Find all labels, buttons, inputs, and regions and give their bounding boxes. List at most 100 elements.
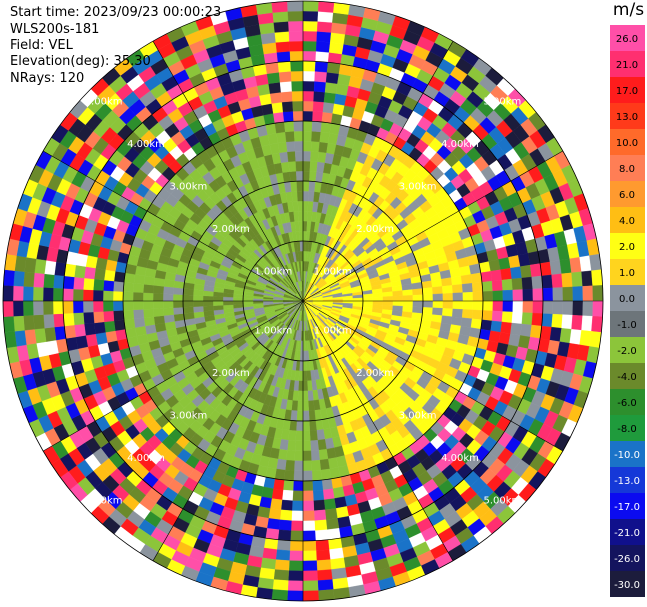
gate-cell — [551, 273, 563, 289]
gate-cell — [275, 549, 291, 561]
gate-cell — [52, 287, 64, 302]
gate-cell — [319, 458, 330, 471]
gate-cell — [472, 300, 484, 311]
gate-cell — [302, 330, 306, 342]
gate-cell — [572, 286, 584, 302]
gate-cell — [202, 295, 214, 302]
gate-cell — [252, 300, 264, 304]
gate-cell — [318, 589, 335, 601]
gate-cell — [313, 91, 326, 103]
gate-cell — [302, 360, 307, 372]
gate-cell — [273, 111, 285, 124]
colorbar: 26.0 21.0 17.0 13.0 10.0 8.0 6.0 4.0 2.0 1.0 0.0 -1… — [610, 25, 645, 597]
gate-cell — [293, 120, 304, 132]
gate-cell — [302, 490, 314, 502]
gate-cell — [277, 141, 288, 153]
gate-cell — [292, 490, 304, 502]
gate-cell — [273, 478, 285, 491]
gate-cell — [561, 314, 573, 330]
gate-cell — [460, 274, 473, 285]
gate-cell — [481, 280, 493, 292]
gate-cell — [422, 294, 434, 302]
gate-cell — [592, 285, 604, 302]
gate-cell — [162, 293, 174, 302]
range-label: 5.00km — [85, 97, 123, 108]
gate-cell — [44, 326, 57, 342]
ppi-plot: 1.00km 1.00km 1.00km 1.00km 2.00km 2.00km 2.00… — [2, 0, 604, 602]
gate-cell — [462, 291, 474, 302]
gate-cell — [280, 161, 290, 173]
gate-cell — [276, 51, 291, 63]
gate-cell — [93, 311, 105, 324]
gate-cell — [262, 547, 278, 560]
gate-cell — [471, 282, 483, 293]
gate-cell — [113, 310, 125, 322]
gate-cell — [33, 272, 45, 288]
gate-cell — [102, 290, 114, 302]
gate-cell — [284, 469, 295, 481]
gate-cell — [481, 310, 493, 322]
gate-cell — [298, 220, 304, 232]
gate-cell — [103, 310, 115, 323]
gate-cell — [308, 181, 316, 192]
gate-cell — [302, 480, 314, 492]
gate-cell — [581, 270, 593, 287]
gate-cell — [262, 300, 274, 304]
gate-cell — [282, 479, 294, 491]
nrays-label: NRays: 120 — [10, 71, 85, 86]
azimuth-line — [43, 300, 304, 452]
gate-cell — [182, 294, 194, 302]
gate-cell — [92, 300, 104, 313]
gate-cell — [84, 322, 96, 336]
gate-cell — [402, 289, 413, 296]
gate-cell — [319, 131, 330, 144]
gate-cell — [316, 429, 326, 441]
colorbar-unit: m/s — [612, 0, 645, 20]
gate-cell — [134, 325, 147, 337]
gate-cell — [302, 540, 317, 552]
gate-cell — [173, 313, 185, 322]
gate-cell — [310, 151, 319, 162]
gate-cell — [133, 309, 145, 319]
gate-cell — [310, 141, 320, 152]
gate-cell — [74, 264, 86, 279]
gate-cell — [32, 286, 44, 302]
gate-cell — [312, 111, 324, 123]
gate-cell — [302, 110, 314, 122]
gate-cell — [298, 380, 304, 392]
gate-cell — [296, 410, 304, 422]
gate-cell — [321, 111, 333, 124]
gate-cell — [287, 10, 304, 22]
range-label: 3.00km — [399, 181, 437, 192]
gate-cell — [572, 300, 584, 316]
gate-cell — [312, 101, 325, 113]
gate-cell — [53, 274, 65, 289]
gate-cell — [302, 0, 319, 12]
gate-cell — [83, 311, 95, 325]
gate-cell — [300, 250, 304, 262]
gate-cell — [193, 306, 204, 313]
gate-cell — [471, 309, 483, 320]
colorbar-swatch — [610, 51, 645, 77]
gate-cell — [282, 111, 294, 123]
gate-cell — [302, 20, 318, 32]
gate-cell — [569, 329, 582, 345]
gate-cell — [290, 181, 298, 192]
colorbar-tick: -1.0 — [617, 320, 637, 331]
range-label: 2.00km — [212, 368, 250, 379]
colorbar-swatch — [610, 207, 645, 233]
gate-cell — [298, 370, 304, 382]
gate-cell — [512, 289, 524, 302]
gate-cell — [569, 257, 582, 273]
colorbar-tick: -6.0 — [617, 398, 637, 409]
gate-cell — [302, 460, 313, 472]
gate-cell — [302, 150, 312, 162]
gate-cell — [324, 82, 338, 94]
gate-cell — [302, 470, 313, 482]
gate-cell — [309, 171, 317, 182]
gate-cell — [112, 290, 124, 302]
gate-cell — [291, 90, 304, 102]
gate-cell — [323, 498, 337, 510]
gate-cell — [73, 276, 85, 290]
gate-cell — [42, 287, 54, 302]
